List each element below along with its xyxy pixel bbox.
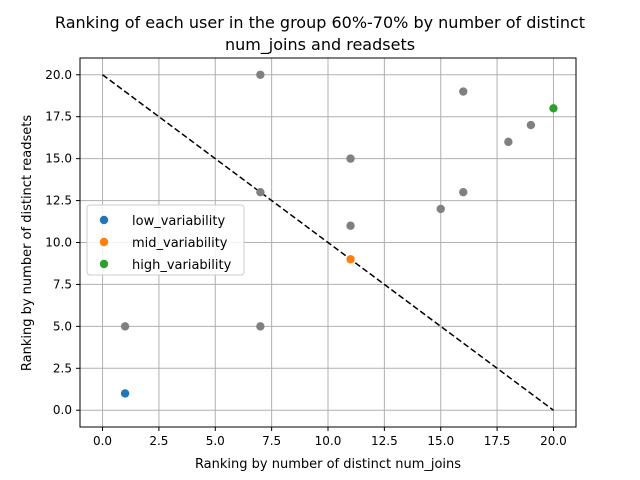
legend-marker <box>99 215 109 225</box>
y-axis-ticks: 0.0 2.5 5.0 7.5 10.0 12.5 15.0 17.5 20.0 <box>45 68 80 417</box>
chart-title-line-1: Ranking of each user in the group 60%-70… <box>54 13 586 32</box>
gray-data-point <box>436 204 445 214</box>
x-tick-label: 5.0 <box>206 434 225 448</box>
x-axis-label: Ranking by number of distinct num_joins <box>195 457 461 472</box>
legend-label: high_variability <box>132 258 232 273</box>
x-tick-label: 0.0 <box>93 434 112 448</box>
y-tick-label: 0.0 <box>53 403 72 417</box>
gray-data-point <box>459 187 468 197</box>
x-tick-label: 17.5 <box>484 434 511 448</box>
legend-label: mid_variability <box>132 236 228 251</box>
y-tick-label: 2.5 <box>53 361 72 375</box>
y-tick-label: 17.5 <box>45 110 72 124</box>
y-tick-label: 5.0 <box>53 319 72 333</box>
plot-frame <box>79 57 577 428</box>
gray-data-point <box>346 154 355 163</box>
data-points <box>120 70 558 398</box>
gray-data-point <box>256 322 265 331</box>
y-tick-label: 12.5 <box>45 194 72 208</box>
reference-line-layer <box>102 74 554 411</box>
gray-data-point <box>120 322 130 331</box>
legend-box <box>86 204 245 276</box>
low-variability-point <box>120 389 130 398</box>
y-tick-label: 20.0 <box>45 68 72 82</box>
gray-data-point <box>526 120 536 130</box>
x-tick-label: 20.0 <box>540 434 567 448</box>
legend-marker <box>99 259 109 269</box>
legend: low_variability mid_variability high_varia… <box>86 204 245 276</box>
x-tick-label: 7.5 <box>262 434 281 448</box>
diagonal-reference-line <box>102 74 554 411</box>
gray-data-point <box>256 187 265 197</box>
x-axis-ticks: 0.0 2.5 5.0 7.5 10.0 12.5 15.0 17.5 20.0 <box>93 427 567 448</box>
gray-data-point <box>504 137 513 147</box>
y-tick-label: 7.5 <box>53 277 72 291</box>
mid-variability-point <box>346 255 355 264</box>
y-tick-label: 15.0 <box>45 152 72 166</box>
x-tick-label: 2.5 <box>149 434 168 448</box>
gray-data-point <box>256 70 265 79</box>
x-tick-label: 15.0 <box>427 434 454 448</box>
y-tick-label: 10.0 <box>45 236 72 250</box>
high-variability-point <box>549 104 558 113</box>
legend-marker <box>99 237 109 247</box>
gray-data-point <box>346 221 355 230</box>
x-tick-label: 10.0 <box>315 434 342 448</box>
x-tick-label: 12.5 <box>371 434 398 448</box>
y-axis-label: Ranking by number of distinct readsets <box>20 115 35 371</box>
gray-data-point <box>459 87 468 96</box>
chart-title-line-2: num_joins and readsets <box>224 35 416 54</box>
legend-label: low_variability <box>132 214 225 229</box>
